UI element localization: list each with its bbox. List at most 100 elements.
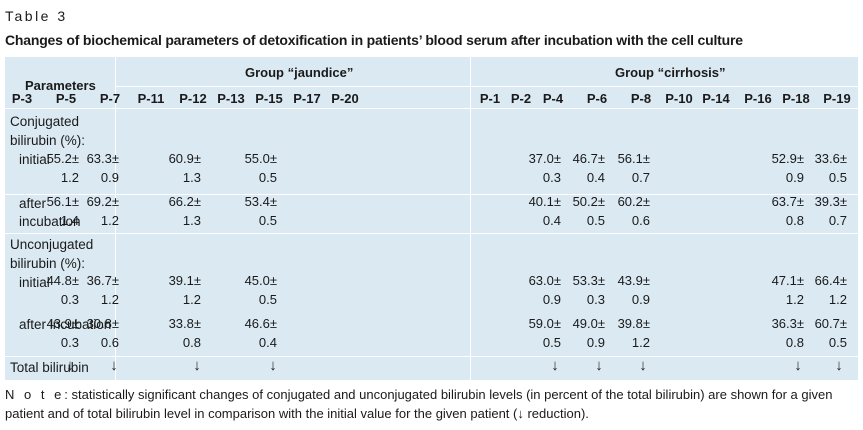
cell-error: 0.3 bbox=[542, 170, 561, 185]
label-conj-after: after bbox=[19, 196, 47, 211]
cirrhosis-col-header: P-10 bbox=[665, 91, 693, 106]
label-conjugated-unit: bilirubin (%): bbox=[10, 133, 86, 148]
cell-mean: 50.2± bbox=[572, 194, 605, 209]
cell-mean: 63.7± bbox=[771, 194, 804, 209]
label-conj-incubation: incubation bbox=[19, 214, 81, 229]
cell-mean: 47.1± bbox=[771, 273, 804, 288]
reduction-arrow: ↓ bbox=[269, 357, 277, 374]
jaundice-col-header: P-12 bbox=[179, 91, 207, 106]
label-conj-initial: initial bbox=[19, 152, 50, 167]
cell-error: 1.2 bbox=[785, 292, 804, 307]
row-line-2 bbox=[5, 233, 858, 234]
cell-error: 0.3 bbox=[60, 335, 79, 350]
jaundice-col-header: P-20 bbox=[331, 91, 359, 106]
cell-mean: 56.1± bbox=[46, 194, 79, 209]
label-total-bilirubin: Total bilirubin bbox=[10, 360, 89, 375]
cell-error: 1.4 bbox=[60, 213, 79, 228]
cell-error: 0.6 bbox=[631, 213, 650, 228]
cell-mean: 52.9± bbox=[771, 151, 804, 166]
cell-error: 0.8 bbox=[785, 213, 804, 228]
cell-mean: 55.2± bbox=[46, 151, 79, 166]
label-conjugated: Conjugated bbox=[10, 114, 80, 129]
cell-error: 0.3 bbox=[586, 292, 605, 307]
cell-error: 0.4 bbox=[586, 170, 605, 185]
cell-mean: 60.2± bbox=[617, 194, 650, 209]
jaundice-col-header: P-11 bbox=[137, 91, 165, 106]
cell-error: 0.9 bbox=[785, 170, 804, 185]
column-divider bbox=[115, 57, 116, 380]
cirrhosis-col-header: P-4 bbox=[542, 91, 564, 106]
cell-error: 1.2 bbox=[100, 292, 119, 307]
cell-mean: 69.2± bbox=[86, 194, 119, 209]
cell-mean: 36.3± bbox=[771, 316, 804, 331]
cell-error: 0.9 bbox=[586, 335, 605, 350]
reduction-arrow: ↓ bbox=[794, 357, 802, 374]
reduction-arrow: ↓ bbox=[193, 357, 201, 374]
note-text: : statistically significant changes of c… bbox=[5, 387, 833, 421]
cirrhosis-col-header: P-14 bbox=[702, 91, 730, 106]
cell-error: 1.3 bbox=[182, 213, 201, 228]
jaundice-col-header: P-15 bbox=[255, 91, 283, 106]
label-unconjugated-unit: bilirubin (%): bbox=[10, 256, 86, 271]
cell-mean: 33.6± bbox=[814, 151, 847, 166]
reduction-arrow: ↓ bbox=[110, 357, 118, 374]
label-unconjugated: Unconjugated bbox=[10, 237, 94, 252]
header-line-2 bbox=[5, 108, 858, 109]
cirrhosis-col-header: P-2 bbox=[510, 91, 532, 106]
cell-error: 0.8 bbox=[785, 335, 804, 350]
cell-mean: 56.1± bbox=[617, 151, 650, 166]
row-line-3 bbox=[5, 356, 858, 357]
table-caption: Table 3 bbox=[5, 8, 68, 24]
reduction-arrow: ↓ bbox=[595, 357, 603, 374]
cell-error: 0.9 bbox=[542, 292, 561, 307]
cell-mean: 33.8± bbox=[168, 316, 201, 331]
cell-error: 0.5 bbox=[258, 213, 277, 228]
cell-mean: 53.4± bbox=[244, 194, 277, 209]
cell-mean: 37.0± bbox=[528, 151, 561, 166]
cell-mean: 46.6± bbox=[244, 316, 277, 331]
jaundice-col-header: P-13 bbox=[217, 91, 245, 106]
cell-mean: 66.2± bbox=[168, 194, 201, 209]
cirrhosis-col-header: P-1 bbox=[479, 91, 501, 106]
cell-error: 1.2 bbox=[828, 292, 847, 307]
row-line-1 bbox=[5, 194, 858, 195]
cell-mean: 55.0± bbox=[244, 151, 277, 166]
cell-error: 0.6 bbox=[100, 335, 119, 350]
cell-error: 0.5 bbox=[542, 335, 561, 350]
cell-mean: 40.1± bbox=[528, 194, 561, 209]
cell-error: 0.7 bbox=[631, 170, 650, 185]
cell-error: 1.2 bbox=[100, 213, 119, 228]
cell-error: 0.5 bbox=[828, 335, 847, 350]
reduction-arrow: ↓ bbox=[66, 357, 74, 374]
cirrhosis-col-header: P-6 bbox=[586, 91, 608, 106]
cell-error: 1.2 bbox=[631, 335, 650, 350]
cell-error: 0.9 bbox=[100, 170, 119, 185]
cell-mean: 49.0± bbox=[572, 316, 605, 331]
jaundice-col-header: P-17 bbox=[293, 91, 321, 106]
data-table: Parameters Group “jaundice” Group “cirrh… bbox=[5, 57, 858, 380]
group-cirrhosis-header: Group “cirrhosis” bbox=[615, 65, 726, 80]
cell-error: 0.5 bbox=[586, 213, 605, 228]
reduction-arrow: ↓ bbox=[551, 357, 559, 374]
cell-error: 0.4 bbox=[258, 335, 277, 350]
cirrhosis-col-header: P-8 bbox=[630, 91, 652, 106]
cell-mean: 53.3± bbox=[572, 273, 605, 288]
cell-error: 0.5 bbox=[258, 292, 277, 307]
cell-mean: 46.7± bbox=[572, 151, 605, 166]
note-prefix: N o t e bbox=[5, 387, 65, 402]
cell-mean: 39.8± bbox=[617, 316, 650, 331]
table-note: N o t e: statistically significant chang… bbox=[5, 385, 860, 423]
jaundice-col-header: P-7 bbox=[99, 91, 121, 106]
cell-mean: 60.7± bbox=[814, 316, 847, 331]
cell-mean: 43.9± bbox=[46, 316, 79, 331]
cell-error: 1.2 bbox=[182, 292, 201, 307]
cell-error: 0.8 bbox=[182, 335, 201, 350]
cirrhosis-col-header: P-16 bbox=[744, 91, 772, 106]
cell-mean: 63.0± bbox=[528, 273, 561, 288]
cell-error: 0.5 bbox=[828, 170, 847, 185]
cell-error: 0.9 bbox=[631, 292, 650, 307]
header-line-1 bbox=[115, 86, 858, 87]
cell-error: 1.3 bbox=[182, 170, 201, 185]
jaundice-col-header: P-5 bbox=[55, 91, 77, 106]
cirrhosis-col-header: P-19 bbox=[823, 91, 851, 106]
